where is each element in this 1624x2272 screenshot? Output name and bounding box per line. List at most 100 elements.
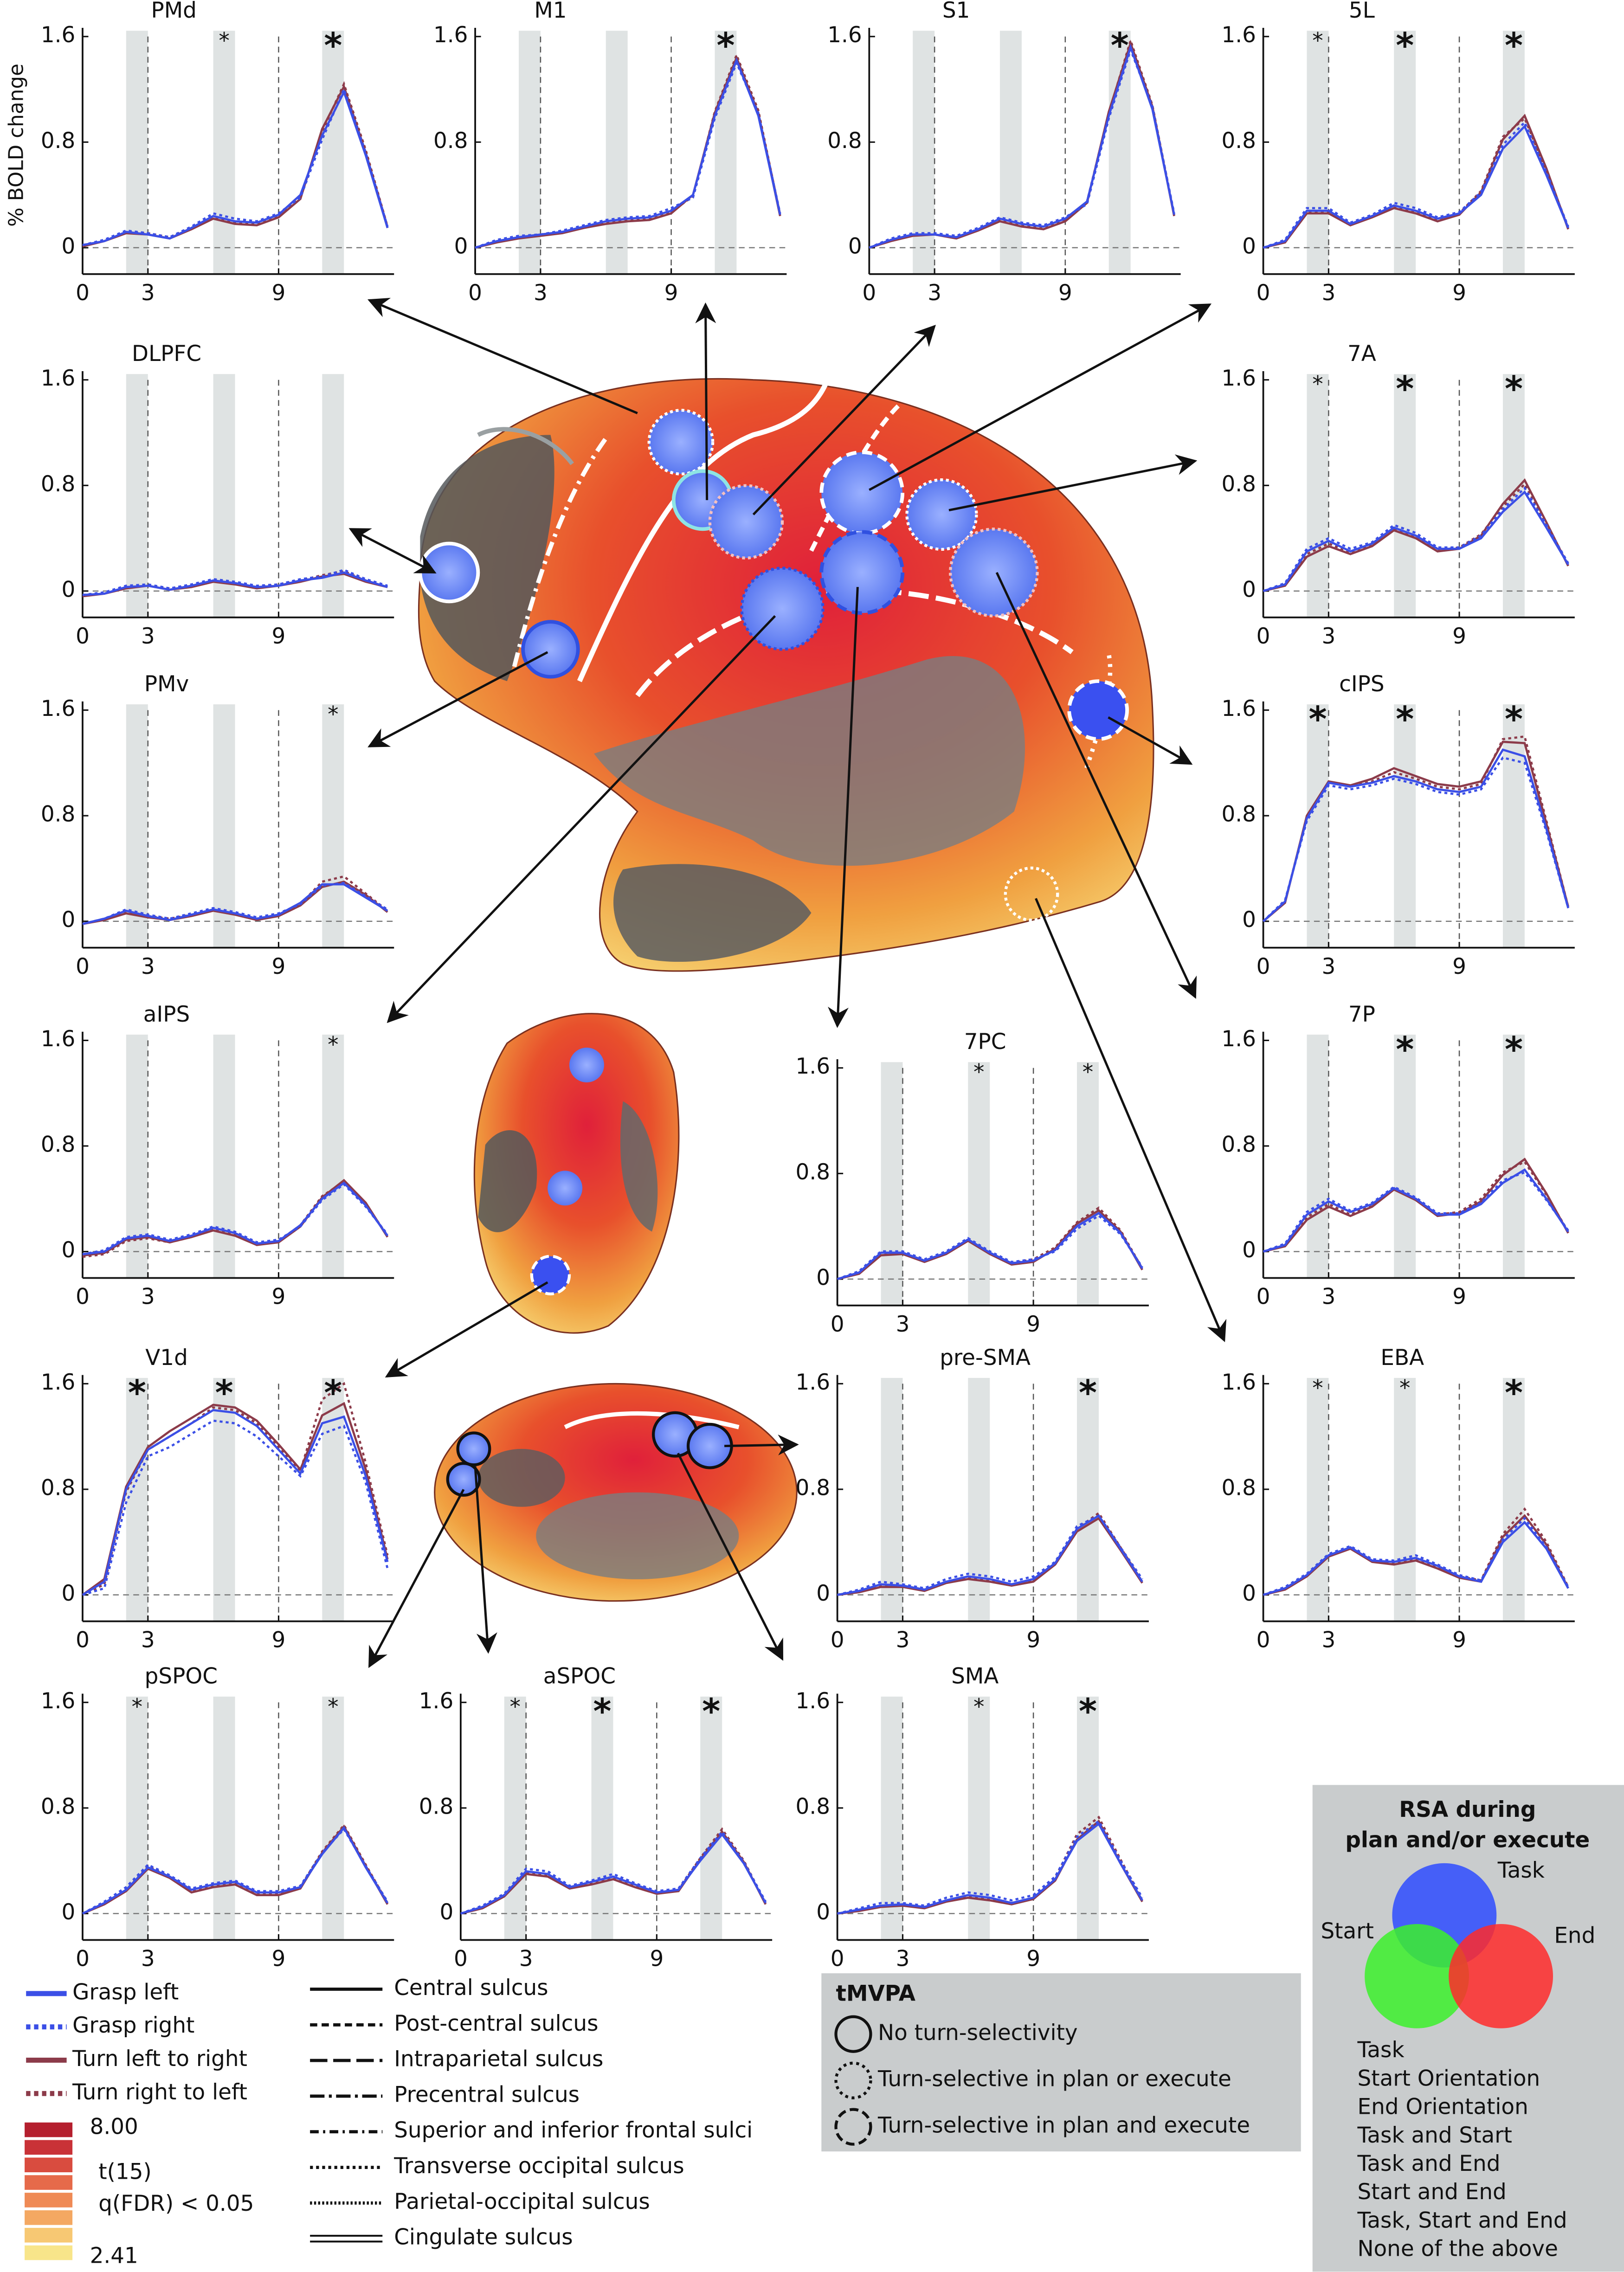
- colorbar-step: [25, 2157, 73, 2173]
- significance-star: *: [328, 1032, 338, 1057]
- epoch-band: [213, 1377, 235, 1622]
- significance-star: *: [1312, 372, 1323, 397]
- significance-star: *: [716, 25, 735, 66]
- panel-title: pSPOC: [145, 1664, 218, 1689]
- significance-star: *: [328, 1694, 338, 1719]
- panel: 0 3 9 0 0.8 1.6 * * 7PC: [796, 1030, 1149, 1337]
- x-tick-label: 0: [454, 1947, 468, 1972]
- y-tick-label: 0: [1242, 577, 1256, 602]
- venn: Task Start End: [1321, 1858, 1595, 2028]
- panel: 0 3 9 0 0.8 1.6 * * SMA: [796, 1664, 1149, 1972]
- y-tick-label: 0: [1242, 1581, 1256, 1606]
- tmvpa-label: Turn-selective in plan or execute: [877, 2067, 1231, 2092]
- series-line: [1263, 124, 1569, 249]
- y-tick-label: 1.6: [796, 1689, 830, 1714]
- colorbar-step: [25, 2140, 73, 2155]
- epoch-band: [322, 374, 344, 618]
- rsa-legend-label: None of the above: [1358, 2237, 1558, 2262]
- venn-label: End: [1554, 1924, 1595, 1949]
- tmvpa-title: tMVPA: [836, 1981, 916, 2006]
- panel-title: SMA: [951, 1664, 999, 1689]
- epoch-band: [1394, 1034, 1416, 1278]
- venn-circle: [1449, 1924, 1553, 2028]
- panel-title: DLPFC: [132, 341, 201, 367]
- colorbar-step: [25, 2245, 73, 2260]
- significance-star: *: [1312, 29, 1323, 54]
- series-line: [869, 46, 1175, 249]
- panel: 0 3 900.81.6 * * *aSPOC: [419, 1664, 773, 1972]
- epoch-band: [1077, 1062, 1099, 1306]
- y-tick-label: 1.6: [41, 1370, 75, 1395]
- epoch-band: [968, 1377, 990, 1622]
- x-tick-label: 9: [1058, 281, 1072, 306]
- x-tick-label: 9: [272, 954, 286, 979]
- y-tick-label: 0.8: [41, 1794, 75, 1819]
- y-tick-label: 1.6: [1221, 1027, 1256, 1052]
- series-line: [82, 81, 389, 246]
- significance-star: *: [1505, 25, 1523, 66]
- colorbar-label: t(15): [98, 2160, 151, 2185]
- epoch-band: [1502, 1377, 1525, 1622]
- rsa-legend-label: Task: [1357, 2038, 1405, 2063]
- series-line: [837, 1819, 1143, 1915]
- y-tick-label: 1.6: [419, 1689, 453, 1714]
- epoch-band: [322, 31, 344, 274]
- y-tick-label: 0: [62, 577, 76, 602]
- epoch-band: [504, 1696, 526, 1940]
- epoch-band: [322, 1696, 344, 1940]
- y-tick-label: 1.6: [1221, 366, 1256, 391]
- panel-title: M1: [534, 0, 567, 23]
- epoch-band: [126, 1377, 148, 1622]
- legend-label: Turn right to left: [72, 2080, 247, 2105]
- series-line: [1263, 120, 1569, 249]
- epoch-band: [591, 1696, 613, 1940]
- colorbar-step: [25, 2227, 73, 2243]
- panel: 0 3 9 0 0.8 1.6 * * * 5L: [1221, 0, 1575, 306]
- epoch-band: [1307, 704, 1329, 948]
- y-tick-label: 0: [816, 1265, 830, 1290]
- rsa-title: RSA during: [1399, 1797, 1536, 1822]
- epoch-band: [213, 374, 235, 618]
- significance-star: *: [1079, 1372, 1097, 1413]
- panel-title: V1d: [145, 1345, 188, 1371]
- significance-star: *: [1308, 699, 1327, 740]
- y-tick-label: 0.8: [433, 129, 468, 154]
- y-tick-label: 0.8: [796, 1160, 830, 1185]
- colorbar-tick-label: 2.41: [90, 2244, 138, 2269]
- series-line: [1263, 1171, 1569, 1253]
- series-line: [837, 1822, 1143, 1915]
- tmvpa-label: No turn-selectivity: [878, 2021, 1078, 2046]
- y-tick-label: 0: [62, 1238, 76, 1263]
- panel-title: S1: [942, 0, 970, 23]
- x-tick-label: 3: [1321, 281, 1335, 306]
- significance-star: *: [132, 1694, 142, 1719]
- series-line: [82, 1183, 389, 1255]
- y-tick-label: 0.8: [41, 472, 75, 497]
- brain-lateral: [418, 361, 1154, 972]
- y-tick-label: 0: [62, 1581, 76, 1606]
- x-tick-label: 9: [1026, 1947, 1040, 1972]
- epoch-band: [968, 1062, 990, 1306]
- x-tick-label: 0: [76, 1628, 90, 1653]
- significance-star: *: [215, 1372, 233, 1413]
- y-tick-label: 1.6: [827, 23, 862, 48]
- x-tick-label: 9: [1026, 1312, 1040, 1337]
- y-tick-label: 0.8: [41, 1133, 75, 1158]
- series-line: [837, 1514, 1143, 1596]
- rsa-legend-label: Task and Start: [1357, 2123, 1512, 2148]
- y-tick-label: 1.6: [1221, 23, 1256, 48]
- series-line: [82, 1827, 389, 1915]
- epoch-band: [1502, 1034, 1525, 1278]
- series-line: [1263, 490, 1569, 592]
- x-tick-label: 3: [1321, 1628, 1335, 1653]
- series-line: [475, 52, 781, 249]
- significance-star: *: [1396, 1029, 1414, 1070]
- y-tick-label: 0.8: [1221, 1475, 1256, 1500]
- y-tick-label: 0: [1242, 908, 1256, 933]
- tmvpa-box: [821, 1973, 1301, 2152]
- legend-label: Grasp left: [72, 1980, 179, 2005]
- epoch-band: [126, 704, 148, 948]
- epoch-band: [1394, 1377, 1416, 1622]
- epoch-band: [126, 31, 148, 274]
